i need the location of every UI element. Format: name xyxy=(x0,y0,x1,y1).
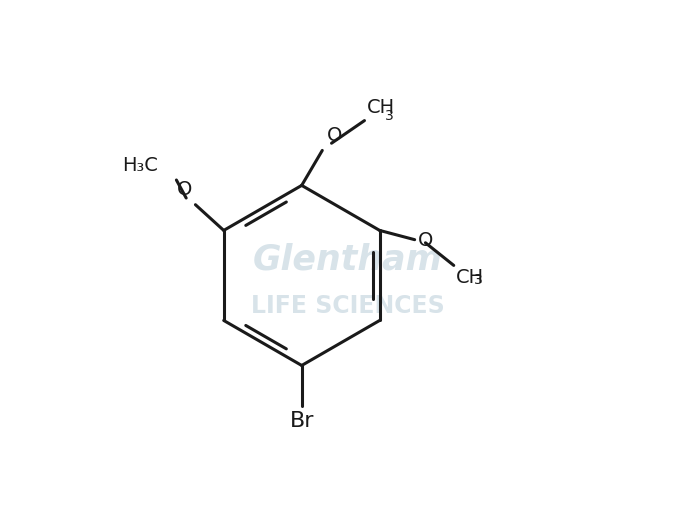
Text: Glentham: Glentham xyxy=(253,243,443,277)
Text: H₃C: H₃C xyxy=(122,156,158,175)
Text: CH: CH xyxy=(456,268,484,288)
Text: Br: Br xyxy=(290,411,314,431)
Text: O: O xyxy=(177,179,192,199)
Text: 3: 3 xyxy=(385,109,394,123)
Text: 3: 3 xyxy=(475,273,483,287)
Text: CH: CH xyxy=(367,98,395,118)
Text: O: O xyxy=(418,231,434,250)
Text: LIFE SCIENCES: LIFE SCIENCES xyxy=(251,294,445,318)
Text: O: O xyxy=(327,126,342,145)
